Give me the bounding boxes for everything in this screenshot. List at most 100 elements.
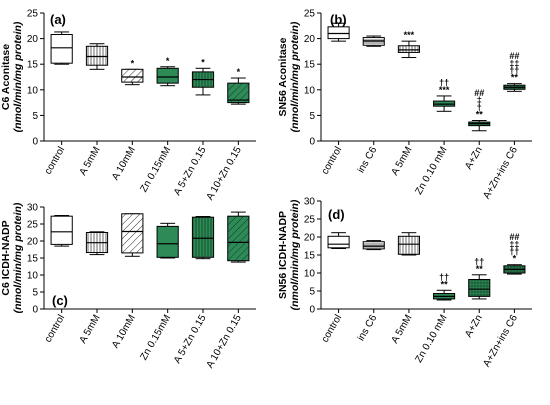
box-1: ins C6	[356, 35, 385, 175]
y-tick-label: 15	[27, 254, 39, 265]
box-3: * Zn 0.15mM	[138, 56, 179, 194]
y-tick-label: 10	[304, 269, 316, 280]
significance-mark: ***	[439, 85, 450, 95]
significance-mark: *	[131, 58, 135, 68]
significance-mark: ***	[404, 30, 415, 40]
panel-3: 0 5 10 15 20 25 30 SN56 ICDH-NADP (nmol/min/mg p…	[277, 197, 532, 369]
significance-mark: **	[476, 264, 484, 274]
y-tick-label: 15	[27, 60, 39, 71]
significance-mark: ††	[509, 247, 519, 257]
y-tick-label: 0	[32, 137, 38, 148]
y-tick-label: 15	[304, 60, 316, 71]
x-tick-label: A 5mM	[389, 145, 414, 177]
box-iqr	[50, 34, 73, 64]
significance-mark: ††	[509, 65, 519, 75]
box-2: A 10mM	[110, 213, 144, 350]
x-tick-label: A 10+Zn 0.15	[205, 145, 245, 203]
significance-mark: **	[476, 110, 484, 120]
box-4: **†‡## A+Zn	[463, 88, 491, 171]
x-tick-label: Zn 0.10 mM	[413, 313, 449, 365]
box-iqr	[397, 45, 420, 53]
panel-2: 0 5 10 15 20 25 30 C6 ICDH-NADP (nmol/min/mg pro…	[0, 202, 256, 370]
significance-mark: **	[441, 279, 449, 289]
box-1: ins C6	[356, 240, 385, 343]
y-tick-label: 5	[32, 111, 38, 122]
box-0: control	[43, 31, 73, 176]
y-tick-label: 30	[27, 203, 39, 214]
box-2: A 5mM	[389, 232, 420, 345]
box-iqr	[156, 225, 179, 258]
y-axis-title: C6 ICDH-NADP	[0, 220, 12, 295]
box-iqr	[121, 68, 144, 83]
box-3: **†† Zn 0.10 mM	[413, 272, 456, 365]
box-3: ***†† Zn 0.10 mM	[413, 78, 456, 197]
significance-mark: ##	[509, 51, 519, 61]
y-tick-label: 15	[304, 251, 316, 262]
y-axis-title: SN56 ICDH-NADP	[277, 211, 289, 299]
box-iqr	[227, 82, 250, 104]
y-tick-label: 0	[32, 305, 38, 316]
significance-mark: ‡‡	[509, 239, 519, 249]
box-2: * A 10mM	[110, 58, 144, 182]
significance-mark: *	[513, 254, 517, 264]
y-tick-label: 25	[304, 9, 316, 20]
x-tick-label: A 10+Zn 0.15	[205, 313, 245, 371]
x-tick-label: A 10mM	[110, 313, 138, 350]
significance-mark: ††	[439, 272, 449, 282]
significance-mark: ‡	[477, 95, 482, 105]
box-3: Zn 0.15mM	[138, 222, 179, 362]
significance-mark: *	[237, 67, 241, 77]
box-iqr	[85, 45, 109, 66]
y-axis-units: (nmol/min/mg protein)	[289, 199, 301, 310]
panel-1: 0 5 10 15 20 25 SN56 Aconitase (nmol/min/mg pro…	[277, 9, 532, 201]
x-tick-label: A+Zn	[463, 313, 485, 339]
x-tick-label: A+Zn	[463, 145, 485, 171]
x-tick-label: ins C6	[356, 145, 380, 175]
box-0: control	[43, 215, 73, 344]
x-tick-label: control	[320, 313, 345, 344]
x-tick-label: A 5+Zn 0.15	[172, 313, 209, 366]
box-iqr	[50, 215, 73, 245]
x-tick-label: Zn 0.15mM	[138, 313, 173, 362]
box-iqr	[191, 216, 215, 258]
x-tick-label: A 10mM	[110, 145, 138, 182]
box-0: control	[320, 232, 350, 344]
y-tick-label: 20	[27, 34, 39, 45]
x-tick-label: A+Zn+ins C6	[481, 145, 520, 201]
x-tick-label: Zn 0.10 mM	[413, 145, 449, 197]
y-tick-label: 10	[304, 85, 316, 96]
y-axis-title: C6 Aconitase	[0, 44, 12, 110]
y-axis-units: (nmol/min/mg protein)	[12, 21, 24, 132]
y-tick-label: 5	[309, 287, 315, 298]
box-1: A 5mM	[78, 43, 109, 177]
box-5: *††‡‡## A+Zn+ins C6	[481, 232, 526, 369]
significance-mark: ##	[474, 88, 484, 98]
panel-0: 0 5 10 15 20 25 C6 Aconitase (nmol/min/mg prote…	[0, 9, 256, 203]
panel-label: (a)	[50, 12, 66, 27]
y-axis-title: SN56 Aconitase	[277, 37, 289, 116]
significance-mark: ††	[439, 78, 449, 88]
y-tick-label: 20	[304, 34, 316, 45]
box-4: **†† A+Zn	[463, 257, 491, 339]
y-tick-label: 10	[27, 271, 39, 282]
x-tick-label: A 5+Zn 0.15	[172, 145, 209, 198]
y-tick-label: 25	[27, 220, 39, 231]
x-tick-label: A 5mM	[389, 313, 414, 345]
x-tick-label: ins C6	[356, 313, 380, 343]
significance-mark: ‡‡	[509, 58, 519, 68]
y-tick-label: 0	[309, 305, 315, 316]
box-iqr	[327, 235, 350, 249]
y-tick-label: 25	[304, 215, 316, 226]
significance-mark: ††	[474, 257, 484, 267]
box-iqr	[156, 67, 179, 84]
significance-mark: †	[477, 102, 482, 112]
box-iqr	[468, 278, 491, 297]
y-tick-label: 20	[27, 237, 39, 248]
x-tick-label: A+Zn+ins C6	[481, 313, 520, 369]
x-tick-label: A 5mM	[78, 313, 103, 345]
y-tick-label: 5	[32, 288, 38, 299]
box-iqr	[121, 213, 144, 254]
y-tick-label: 30	[304, 197, 316, 208]
x-tick-label: control	[320, 145, 345, 176]
